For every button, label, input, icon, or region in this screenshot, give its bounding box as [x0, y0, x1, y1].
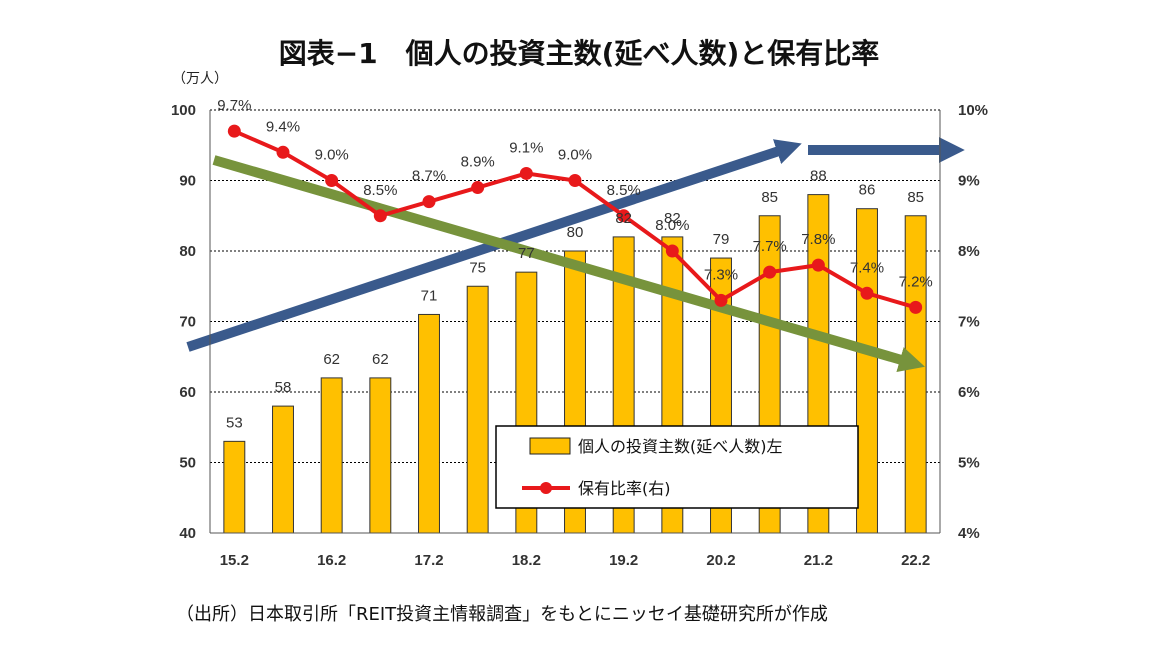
x-tick-label: 21.2 — [804, 552, 833, 569]
y-left-tick-label: 40 — [179, 525, 196, 542]
bar — [223, 440, 246, 534]
line-series — [227, 124, 923, 314]
ratio-point — [227, 124, 241, 138]
x-tick-label: 22.2 — [901, 552, 930, 569]
bar — [369, 377, 392, 534]
y-left-tick-label: 50 — [179, 455, 196, 472]
ratio-value-label: 9.4% — [266, 118, 300, 135]
ratio-point — [519, 166, 533, 180]
x-tick-label: 20.2 — [706, 552, 735, 569]
x-tick-label: 19.2 — [609, 552, 638, 569]
bar-value-label: 88 — [810, 168, 827, 185]
ratio-point — [617, 209, 631, 223]
y-left-tick-label: 60 — [179, 384, 196, 401]
ratio-value-label: 9.7% — [217, 97, 251, 114]
ratio-value-label: 9.1% — [509, 139, 543, 156]
y-left-tick-label: 100 — [171, 102, 196, 119]
trend-arrows — [186, 137, 965, 373]
y-right-tick-label: 5% — [958, 455, 980, 472]
y-right-tick-label: 6% — [958, 384, 980, 401]
y-left-tick-label: 70 — [179, 314, 196, 331]
x-tick-label: 15.2 — [220, 552, 249, 569]
ratio-point — [568, 174, 582, 187]
x-tick-label: 18.2 — [512, 552, 541, 569]
chart-title: 図表−1 個人の投資主数(延べ人数)と保有比率 — [278, 37, 880, 70]
bar-value-label: 85 — [907, 189, 924, 206]
legend-line-label: 保有比率(右) — [578, 479, 671, 498]
ratio-point — [471, 181, 485, 195]
bar-value-label: 62 — [372, 351, 389, 368]
y-right-tick-label: 4% — [958, 525, 980, 542]
ratio-value-label: 8.5% — [607, 182, 641, 199]
y-left-tick-label: 90 — [179, 173, 196, 190]
axes: 40 50 60 70 80 90 100 4% 5% 6% 7% 8% 9% 10% 15.2 16.2 17… — [171, 102, 988, 569]
bar-value-label: 85 — [761, 189, 778, 206]
legend-line-marker — [540, 482, 552, 494]
bar-series — [223, 194, 927, 534]
bar-value-label: 79 — [713, 231, 730, 248]
source-note: （出所）日本取引所「REIT投資主情報調査」をもとにニッセイ基礎研究所が作成 — [176, 604, 828, 625]
bar-value-label: 75 — [469, 259, 486, 276]
ratio-value-label: 7.3% — [704, 266, 738, 283]
rising-trend-arrow — [186, 139, 802, 352]
ratio-value-label: 9.0% — [315, 147, 349, 164]
falling-trend-arrow — [212, 155, 925, 373]
bar-value-label: 53 — [226, 414, 243, 431]
bar-value-label: 82 — [615, 210, 632, 227]
ratio-value-label: 8.9% — [461, 154, 495, 171]
legend-bar-swatch — [529, 437, 571, 455]
ratio-point — [665, 244, 679, 258]
y-left-tick-label: 80 — [179, 243, 196, 260]
ratio-point — [763, 265, 777, 279]
ratio-value-label: 8.0% — [655, 217, 689, 234]
x-tick-label: 16.2 — [317, 552, 346, 569]
ratio-value-label: 9.0% — [558, 147, 592, 164]
ratio-point — [811, 258, 825, 272]
bar-value-label: 71 — [421, 287, 438, 304]
y-right-tick-label: 10% — [958, 102, 988, 119]
ratio-point — [276, 145, 290, 159]
ratio-point — [860, 286, 874, 300]
bar-value-label: 58 — [275, 379, 292, 396]
ratio-point — [714, 293, 728, 307]
legend: 個人の投資主数(延べ人数)左 保有比率(右) — [495, 425, 859, 509]
bar — [320, 377, 343, 534]
x-tick-label: 17.2 — [414, 552, 443, 569]
ratio-value-label: 7.4% — [850, 259, 884, 276]
ratio-value-label: 8.5% — [363, 182, 397, 199]
legend-bar-label: 個人の投資主数(延べ人数)左 — [578, 437, 783, 456]
ratio-value-label: 7.8% — [801, 231, 835, 248]
bar-value-label: 82 — [664, 210, 681, 227]
ratio-point — [325, 174, 339, 187]
y-right-tick-label: 8% — [958, 243, 980, 260]
ratio-point — [909, 300, 923, 314]
bar-value-label: 62 — [323, 351, 340, 368]
bar-value-label: 80 — [567, 224, 584, 241]
y-right-tick-label: 7% — [958, 314, 980, 331]
bar — [466, 285, 489, 534]
ratio-value-label: 8.7% — [412, 168, 446, 185]
bar — [904, 215, 927, 534]
ratio-point — [373, 209, 387, 223]
ratio-value-label: 7.2% — [899, 273, 933, 290]
data-labels: 53 58 62 62 71 75 77 80 82 82 79 85 88 86 85 9.7% 9.4% 9.… — [217, 97, 933, 431]
bar-value-label: 77 — [518, 245, 535, 262]
y-left-unit-label: （万人） — [172, 71, 228, 87]
ratio-value-label: 7.7% — [753, 238, 787, 255]
bar-value-label: 86 — [859, 182, 876, 199]
bar — [856, 208, 878, 534]
y-right-tick-label: 9% — [958, 173, 980, 190]
ratio-point — [422, 195, 436, 209]
bar — [418, 313, 440, 534]
bar — [272, 405, 294, 534]
